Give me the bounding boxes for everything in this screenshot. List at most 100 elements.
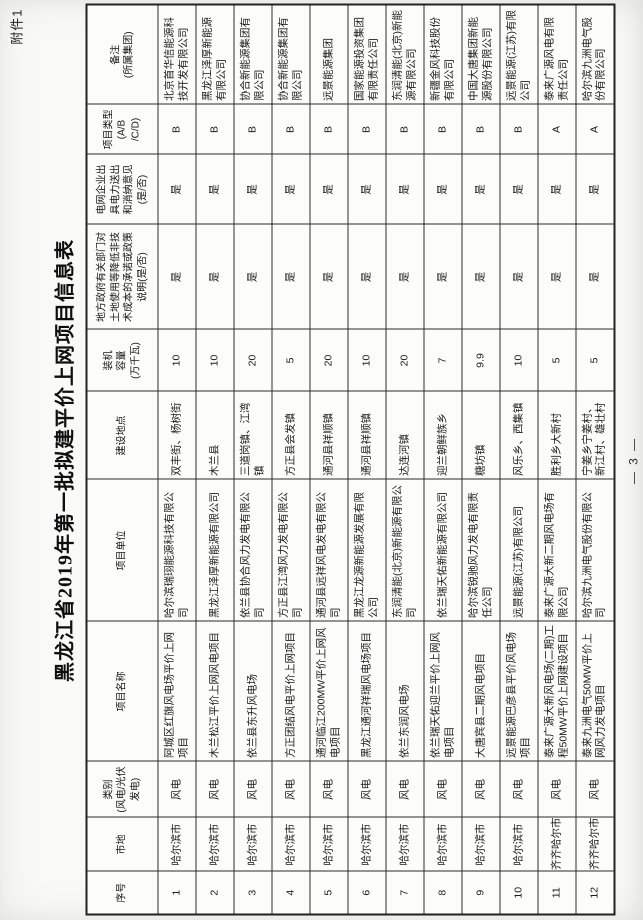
table-row: 11 齐齐哈尔市 风电 泰来广源大新风电场(二期)工程50MW平价上网建设项目 泰来广源… — [537, 4, 576, 914]
cell-site: 木兰县 — [195, 391, 234, 479]
cell-project: 大唐宾县二期风电项目 — [461, 621, 500, 761]
cell-remark: 国家能源投资集团有限责任公司 — [347, 4, 386, 104]
table-header-row: 序号 市地 类别 (风电/光伏 发电) 项目名称 项目单位 建设地点 装机 容量 (万千瓦)… — [86, 4, 158, 914]
cell-category: 风电 — [499, 761, 538, 817]
cell-capacity: 20 — [385, 329, 424, 391]
cell-city: 哈尔滨市 — [195, 817, 234, 871]
attachment-label: 附件1 — [9, 8, 24, 45]
cell-category: 风电 — [347, 761, 386, 817]
cell-category: 风电 — [309, 761, 348, 817]
cell-grid_ok: 是 — [423, 154, 462, 224]
cell-project: 木兰松江平价上网风电项目 — [195, 621, 234, 761]
column-header-remark: 备注 (所属集团) — [86, 4, 158, 104]
cell-project: 泰来九洲电气50MW平价上网风力发电项目 — [575, 621, 614, 761]
projects-table: 序号 市地 类别 (风电/光伏 发电) 项目名称 项目单位 建设地点 装机 容量 (万千瓦)… — [85, 3, 615, 915]
cell-remark: 东润清能(北京)新能源有限公司 — [385, 4, 424, 104]
cell-project: 黑龙江通河祥瑞风电场项目 — [347, 621, 386, 761]
column-header-grid_ok: 电网企业出 具电力送出 和消纳意见 (是/否) — [86, 154, 158, 224]
cell-type: B — [385, 104, 424, 154]
cell-site: 通河县祥顺镇 — [309, 391, 348, 479]
column-header-site: 建设地点 — [86, 391, 158, 479]
cell-type: B — [499, 104, 538, 154]
cell-category: 风电 — [461, 761, 500, 817]
column-header-index: 序号 — [86, 871, 158, 914]
cell-project: 泰来广源大新风电场(二期)工程50MW平价上网建设项目 — [537, 621, 576, 761]
cell-remark: 中国大唐集团新能源股份有限公司 — [461, 4, 500, 104]
cell-remark: 协合新能源集团有限公司 — [271, 4, 310, 104]
cell-type: B — [157, 104, 196, 154]
table-row: 12 齐齐哈尔市 风电 泰来九洲电气50MW平价上网风力发电项目 哈尔滨九洲电气股份有限… — [575, 4, 614, 914]
cell-gov_ok: 是 — [423, 224, 462, 329]
cell-grid_ok: 是 — [309, 154, 348, 224]
cell-type: B — [347, 104, 386, 154]
column-header-company: 项目单位 — [86, 479, 158, 621]
cell-site: 胜利乡大新村 — [537, 391, 576, 479]
cell-remark: 哈尔滨九洲电气股份有限公司 — [575, 4, 614, 104]
cell-type: B — [423, 104, 462, 154]
cell-grid_ok: 是 — [537, 154, 576, 224]
cell-gov_ok: 是 — [157, 224, 196, 329]
cell-company: 哈尔滨瑞珝能源科技有限公司 — [157, 479, 196, 621]
cell-project: 依兰县东升风电场 — [233, 621, 272, 761]
cell-capacity: 5 — [537, 329, 576, 391]
cell-site: 风乐乡、西集镇 — [499, 391, 538, 479]
cell-gov_ok: 是 — [347, 224, 386, 329]
cell-city: 哈尔滨市 — [157, 817, 196, 871]
cell-project: 阿城区红旗风电场平价上网项目 — [157, 621, 196, 761]
cell-capacity: 5 — [271, 329, 310, 391]
cell-index: 7 — [385, 871, 424, 914]
cell-capacity: 20 — [233, 329, 272, 391]
cell-type: B — [271, 104, 310, 154]
cell-grid_ok: 是 — [385, 154, 424, 224]
cell-remark: 泰来广源风电有限责任公司 — [537, 4, 576, 104]
cell-project: 远景能源巴彦县平价风电场项目 — [499, 621, 538, 761]
cell-index: 12 — [575, 871, 614, 914]
table-row: 4 哈尔滨市 风电 方正团结风电平价上网项目 方正县江湾风力发电有限公司 方正县会发镇 5 是… — [271, 4, 310, 914]
cell-company: 远景能源(江苏)有限公司 — [499, 479, 538, 621]
cell-site: 迎兰朝鲜族乡 — [423, 391, 462, 479]
cell-category: 风电 — [575, 761, 614, 817]
cell-gov_ok: 是 — [461, 224, 500, 329]
cell-category: 风电 — [537, 761, 576, 817]
cell-gov_ok: 是 — [575, 224, 614, 329]
cell-index: 5 — [309, 871, 348, 914]
column-header-gov_ok: 地方政府有关部门对 土地使用等降低非技 术成本的承诺或政策 说明(是/否) — [86, 224, 158, 329]
cell-category: 风电 — [385, 761, 424, 817]
cell-city: 哈尔滨市 — [461, 817, 500, 871]
cell-city: 哈尔滨市 — [385, 817, 424, 871]
cell-gov_ok: 是 — [195, 224, 234, 329]
table-row: 9 哈尔滨市 风电 大唐宾县二期风电项目 哈尔滨锐驰风力发电有限责任公司 糖坊镇 9.9 是是… — [461, 4, 500, 914]
cell-index: 1 — [157, 871, 196, 914]
cell-type: B — [461, 104, 500, 154]
cell-grid_ok: 是 — [233, 154, 272, 224]
cell-index: 2 — [195, 871, 234, 914]
cell-project: 依兰东润风电场 — [385, 621, 424, 761]
page-title: 黑龙江省2019年第一批拟建平价上网项目信息表 — [54, 238, 76, 682]
column-header-capacity: 装机 容量 (万千瓦) — [86, 329, 158, 391]
cell-project: 通河临江200MW平价上网风电项目 — [309, 621, 348, 761]
cell-index: 11 — [537, 871, 576, 914]
cell-type: B — [233, 104, 272, 154]
table-row: 3 哈尔滨市 风电 依兰县东升风电场 依兰县协合风力发电有限公司 三道岗镇、江湾镇 20 是是… — [233, 4, 272, 914]
cell-capacity: 10 — [157, 329, 196, 391]
cell-gov_ok: 是 — [537, 224, 576, 329]
cell-capacity: 10 — [347, 329, 386, 391]
cell-index: 3 — [233, 871, 272, 914]
cell-remark: 远景能源集团 — [309, 4, 348, 104]
cell-city: 哈尔滨市 — [347, 817, 386, 871]
cell-site: 双丰街、杨树街 — [157, 391, 196, 479]
cell-site: 达连河镇 — [385, 391, 424, 479]
cell-project: 依兰瑞天佑迎兰平价上网风电项目 — [423, 621, 462, 761]
cell-category: 风电 — [233, 761, 272, 817]
cell-remark: 黑龙江泽厚新能源有限公司 — [195, 4, 234, 104]
cell-gov_ok: 是 — [233, 224, 272, 329]
table-row: 8 哈尔滨市 风电 依兰瑞天佑迎兰平价上网风电项目 依兰瑞天佑新能源有限公司 迎兰朝鲜族乡… — [423, 4, 462, 914]
cell-capacity: 10 — [499, 329, 538, 391]
cell-index: 9 — [461, 871, 500, 914]
cell-city: 齐齐哈尔市 — [575, 817, 614, 871]
cell-type: B — [309, 104, 348, 154]
cell-gov_ok: 是 — [499, 224, 538, 329]
cell-grid_ok: 是 — [271, 154, 310, 224]
page-number: — 3 — — [626, 436, 640, 484]
